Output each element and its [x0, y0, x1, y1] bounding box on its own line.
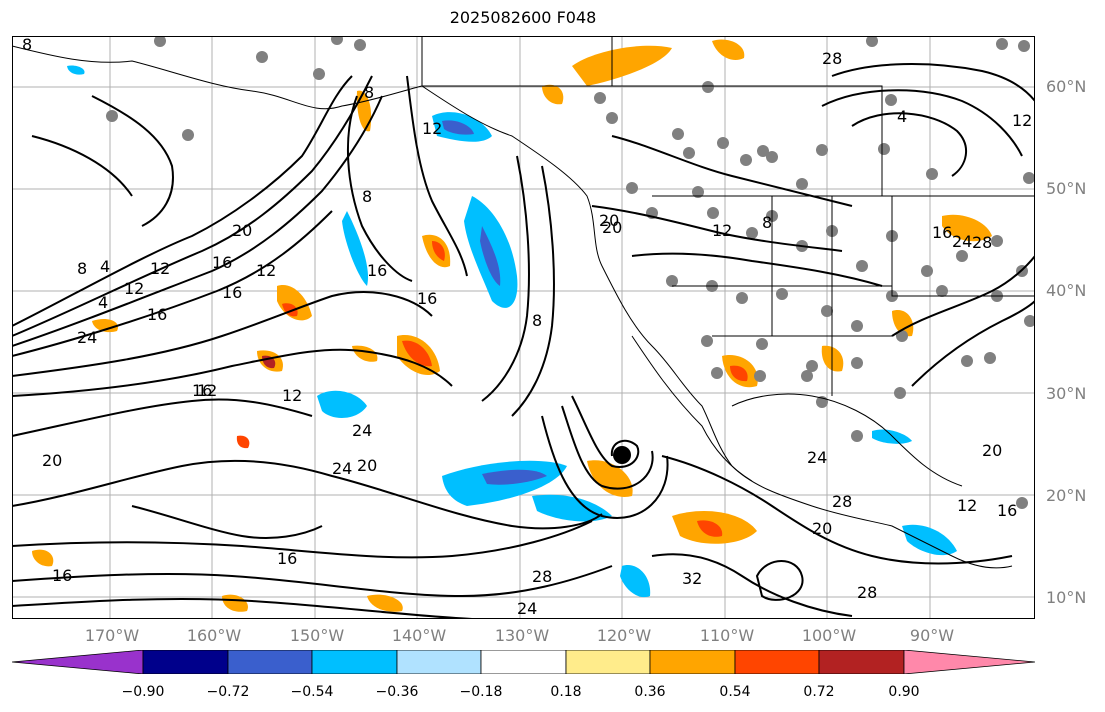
- colorbar-tick: 0.36: [634, 684, 666, 700]
- contour-label: 16: [367, 261, 387, 280]
- contour-label: 20: [42, 451, 62, 470]
- lat-label: 50°N: [1046, 179, 1087, 198]
- contour-label: 28: [857, 583, 877, 602]
- contour-label: 28: [822, 49, 842, 68]
- colorbar-segment: [12, 650, 144, 674]
- contour-label: 28: [532, 567, 552, 586]
- shaded-anomalies: [32, 39, 992, 612]
- contour-label: 20: [357, 456, 377, 475]
- contour-label: 24: [352, 421, 372, 440]
- colorbar-tick: 0.54: [719, 684, 751, 700]
- contour-label: 28: [972, 233, 992, 252]
- colorbar-segment: [396, 650, 482, 674]
- colorbar-tick: −0.36: [375, 684, 419, 700]
- contour-label: 12: [282, 386, 302, 405]
- lon-label: 110°W: [699, 626, 755, 645]
- contour-label: 12: [197, 381, 217, 400]
- contour-label: 16: [997, 501, 1017, 520]
- contour-label: 4: [897, 107, 907, 126]
- contour-label: 8: [362, 187, 372, 206]
- coastlines: [12, 36, 1035, 569]
- map-panel[interactable]: 8 4 12 8 4 12 20 16 12 8 16 8 12 16 20 24 16 12 20 12 8 16 24 2…: [12, 36, 1035, 619]
- colorbar-tick: −0.18: [459, 684, 503, 700]
- lon-label: 160°W: [186, 626, 242, 645]
- colorbar-segment: [565, 650, 651, 674]
- lon-label: 100°W: [801, 626, 857, 645]
- contour-label: 12: [712, 221, 732, 240]
- contour-label: 12: [124, 279, 144, 298]
- contour-label: 16: [52, 566, 72, 585]
- colorbar-tick: −0.90: [121, 684, 165, 700]
- contour-label: 16: [212, 253, 232, 272]
- lat-label: 30°N: [1046, 384, 1087, 403]
- contour-label: 8: [77, 259, 87, 278]
- contour-label: 20: [232, 221, 252, 240]
- contour-label: 8: [22, 36, 32, 54]
- contour-label: 8: [364, 83, 374, 102]
- lat-label: 20°N: [1046, 486, 1087, 505]
- contour-label: 8: [762, 213, 772, 232]
- colorbar-tick: 0.72: [803, 684, 835, 700]
- contour-label: 24: [807, 448, 827, 467]
- colorbar-segment: [818, 650, 905, 674]
- colorbar-segment: [480, 650, 567, 674]
- lon-label: 150°W: [289, 626, 345, 645]
- colorbar: [12, 650, 1035, 674]
- contour-label: 4: [100, 257, 110, 276]
- lon-label: 130°W: [494, 626, 550, 645]
- colorbar-segment: [142, 650, 229, 674]
- map-title: 2025082600 F048: [449, 8, 597, 27]
- colorbar-segment: [903, 650, 1035, 674]
- contour-label: 24: [77, 328, 97, 347]
- hurricane-center-marker: [613, 446, 631, 464]
- contour-label: 16: [932, 223, 952, 242]
- contour-label: 24: [332, 459, 352, 478]
- lat-label: 10°N: [1046, 588, 1087, 607]
- colorbar-segment: [734, 650, 820, 674]
- contour-label: 12: [1012, 111, 1032, 130]
- colorbar-tick: −0.54: [290, 684, 334, 700]
- contour-label: 32: [682, 569, 702, 588]
- contour-label: 16: [222, 283, 242, 302]
- contour-label: 12: [256, 261, 276, 280]
- contour-label: 20: [602, 218, 622, 237]
- colorbar-segment: [311, 650, 398, 674]
- lon-label: 90°W: [909, 626, 955, 645]
- lon-label: 120°W: [596, 626, 652, 645]
- contour-label: 16: [277, 549, 297, 568]
- contour-label: 8: [532, 311, 542, 330]
- contour-label: 12: [150, 259, 170, 278]
- contour-label: 20: [599, 211, 619, 230]
- height-contours: [12, 63, 1035, 619]
- colorbar-tick: −0.72: [206, 684, 250, 700]
- contour-label: 20: [812, 519, 832, 538]
- contour-label: 16: [147, 305, 167, 324]
- lon-label: 170°W: [84, 626, 140, 645]
- colorbar-segment: [227, 650, 313, 674]
- contour-label: 24: [517, 599, 537, 618]
- lat-label: 40°N: [1046, 281, 1087, 300]
- lon-label: 140°W: [391, 626, 447, 645]
- colorbar-tick: 0.90: [888, 684, 920, 700]
- contour-label: 20: [982, 441, 1002, 460]
- contour-label: 28: [832, 492, 852, 511]
- contour-label: 16: [192, 381, 212, 400]
- contour-label: 4: [98, 293, 108, 312]
- contour-label: 16: [417, 289, 437, 308]
- contour-label: 12: [957, 496, 977, 515]
- contour-label: 12: [422, 119, 442, 138]
- lat-label: 60°N: [1046, 77, 1087, 96]
- colorbar-tick: 0.18: [550, 684, 582, 700]
- contour-label: 24: [952, 232, 972, 251]
- colorbar-segment: [649, 650, 736, 674]
